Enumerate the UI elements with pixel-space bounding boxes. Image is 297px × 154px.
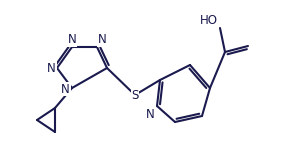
Text: N: N — [98, 33, 107, 46]
Text: S: S — [131, 89, 139, 101]
Text: N: N — [146, 108, 155, 121]
Text: N: N — [61, 83, 70, 95]
Text: N: N — [68, 33, 76, 46]
Text: N: N — [47, 61, 56, 75]
Text: HO: HO — [200, 14, 218, 27]
